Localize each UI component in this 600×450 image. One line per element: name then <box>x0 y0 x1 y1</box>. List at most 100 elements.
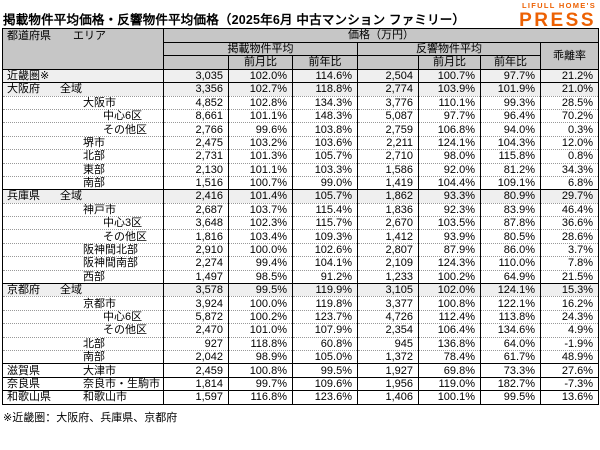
row-label: 南部 <box>2 349 164 364</box>
response-avg-cell: 1,372 <box>357 349 419 364</box>
area-name: 阪神間北部 <box>83 244 138 257</box>
row-label: 阪神間北部 <box>2 242 164 257</box>
table-row: その他区 1,816 103.4% 109.3% 1,412 93.9% 80.5% 28.6… <box>2 229 600 244</box>
response-yoy-cell: 113.8% <box>480 309 541 324</box>
listed-avg-cell: 1,516 <box>163 175 229 190</box>
response-mom-cell: 100.2% <box>418 269 481 284</box>
deviation-cell: 0.3% <box>540 122 600 137</box>
response-avg-cell: 3,776 <box>357 95 419 110</box>
header-prefecture-area: 都道府県 エリア <box>2 28 164 70</box>
row-label: 西部 <box>2 269 164 284</box>
response-avg-cell: 2,807 <box>357 242 419 257</box>
response-mom-cell: 112.4% <box>418 309 481 324</box>
area-name: 中心3区 <box>103 217 143 230</box>
response-mom-cell: 119.0% <box>418 376 481 391</box>
response-mom-cell: 104.4% <box>418 175 481 190</box>
area-name: 南部 <box>83 351 105 364</box>
response-avg-cell: 1,419 <box>357 175 419 190</box>
response-yoy-cell: 96.4% <box>480 108 541 123</box>
response-avg-cell: 1,406 <box>357 390 419 405</box>
listed-mom-cell: 100.7% <box>228 175 293 190</box>
listed-yoy-cell: 134.3% <box>292 95 358 110</box>
table-row: 大阪市 4,852 102.8% 134.3% 3,776 110.1% 99.3% 28.5… <box>2 95 600 110</box>
listed-avg-cell: 2,475 <box>163 135 229 150</box>
header-listed-avg: 掲載物件平均 <box>163 41 358 57</box>
listed-yoy-cell: 99.5% <box>292 363 358 378</box>
response-mom-cell: 124.1% <box>418 135 481 150</box>
response-yoy-cell: 104.3% <box>480 135 541 150</box>
listed-yoy-cell: 109.3% <box>292 229 358 244</box>
table-row: 神戸市 2,687 103.7% 115.4% 1,836 92.3% 83.9% 46.4% <box>2 202 600 217</box>
response-mom-cell: 100.1% <box>418 390 481 405</box>
table-row: 京都市 3,924 100.0% 119.8% 3,377 100.8% 122.1% 16.… <box>2 296 600 311</box>
table-row: 西部 1,497 98.5% 91.2% 1,233 100.2% 64.9% 21.5% <box>2 269 600 284</box>
listed-yoy-cell: 104.1% <box>292 256 358 271</box>
deviation-cell: 70.2% <box>540 108 600 123</box>
listed-mom-cell: 102.8% <box>228 95 293 110</box>
listed-avg-cell: 2,274 <box>163 256 229 271</box>
response-avg-cell: 2,354 <box>357 323 419 338</box>
listed-mom-cell: 102.7% <box>228 82 293 97</box>
response-avg-cell: 2,504 <box>357 68 419 83</box>
listed-mom-cell: 101.1% <box>228 108 293 123</box>
response-yoy-cell: 64.0% <box>480 336 541 351</box>
header-listed-yoy: 前年比 <box>292 55 358 70</box>
page-title: 掲載物件平均価格・反響物件平均価格（2025年6月 中古マンション ファミリー） <box>3 13 466 27</box>
response-yoy-cell: 110.0% <box>480 256 541 271</box>
area-name: 北部 <box>83 337 105 350</box>
deviation-cell: 15.3% <box>540 283 600 297</box>
table-row: 兵庫県 全域 2,416 101.4% 105.7% 1,862 93.3% 80.9% 29.… <box>2 189 600 204</box>
listed-avg-cell: 2,910 <box>163 242 229 257</box>
response-avg-cell: 3,105 <box>357 283 419 297</box>
response-avg-cell: 3,377 <box>357 296 419 311</box>
response-mom-cell: 97.7% <box>418 108 481 123</box>
row-label: 北部 <box>2 149 164 164</box>
listed-yoy-cell: 123.6% <box>292 390 358 405</box>
listed-yoy-cell: 105.7% <box>292 149 358 164</box>
response-avg-cell: 5,087 <box>357 108 419 123</box>
table-row: 中心6区 5,872 100.2% 123.7% 4,726 112.4% 113.8% 24… <box>2 309 600 324</box>
listed-mom-cell: 103.4% <box>228 229 293 244</box>
response-mom-cell: 92.0% <box>418 162 481 177</box>
area-name: 大津市 <box>83 364 116 377</box>
area-name: 中心6区 <box>103 110 143 123</box>
row-label: 京都府 全域 <box>2 283 164 297</box>
deviation-cell: 16.2% <box>540 296 600 311</box>
listed-yoy-cell: 123.7% <box>292 309 358 324</box>
listed-mom-cell: 98.5% <box>228 269 293 284</box>
listed-mom-cell: 101.1% <box>228 162 293 177</box>
listed-mom-cell: 101.3% <box>228 149 293 164</box>
listed-mom-cell: 100.0% <box>228 242 293 257</box>
response-mom-cell: 100.8% <box>418 296 481 311</box>
listed-avg-cell: 2,687 <box>163 202 229 217</box>
listed-yoy-cell: 107.9% <box>292 323 358 338</box>
response-avg-cell: 1,836 <box>357 202 419 217</box>
listed-avg-cell: 3,356 <box>163 82 229 97</box>
listed-yoy-cell: 60.8% <box>292 336 358 351</box>
listed-yoy-cell: 103.6% <box>292 135 358 150</box>
header-row-3: 前月比 前年比 前月比 前年比 <box>3 55 599 70</box>
listed-mom-cell: 100.0% <box>228 296 293 311</box>
response-yoy-cell: 94.0% <box>480 122 541 137</box>
row-label: 兵庫県 全域 <box>2 189 164 204</box>
row-label: 近畿圏※ <box>2 68 164 83</box>
deviation-cell: 3.7% <box>540 242 600 257</box>
price-table: 都道府県 エリア 価格（万円） 掲載物件平均 反響物件平均 乖離率 前月比 前年比… <box>2 28 600 405</box>
deviation-cell: 28.6% <box>540 229 600 244</box>
listed-mom-cell: 103.7% <box>228 202 293 217</box>
row-label: 和歌山県 和歌山市 <box>2 390 164 405</box>
listed-mom-cell: 118.8% <box>228 336 293 351</box>
response-avg-cell: 2,670 <box>357 216 419 230</box>
prefecture-name: 奈良県 <box>7 377 40 390</box>
table-row: その他区 2,766 99.6% 103.8% 2,759 106.8% 94.0% 0.3% <box>2 122 600 137</box>
row-label: 中心6区 <box>2 108 164 123</box>
listed-yoy-cell: 105.7% <box>292 189 358 204</box>
table-row: 奈良県 奈良市・生駒市 1,814 99.7% 109.6% 1,956 119.0% 182… <box>2 376 600 391</box>
deviation-cell: 24.3% <box>540 309 600 324</box>
prefecture-name: 近畿圏※ <box>7 69 50 82</box>
deviation-cell: 21.0% <box>540 82 600 97</box>
deviation-cell: 13.6% <box>540 390 600 405</box>
response-avg-cell: 2,211 <box>357 135 419 150</box>
response-avg-cell: 945 <box>357 336 419 351</box>
response-mom-cell: 69.8% <box>418 363 481 378</box>
